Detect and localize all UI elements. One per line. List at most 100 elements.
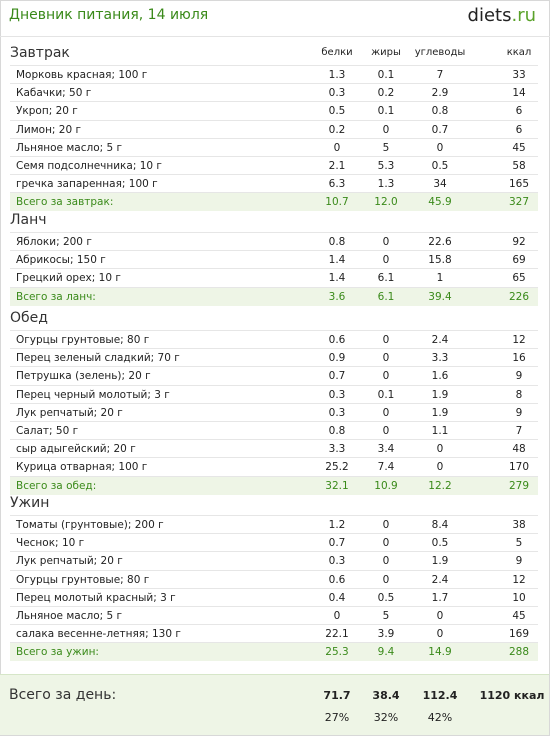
food-kcal: 9 [515,555,523,568]
food-row[interactable]: салака весенне-летняя; 130 г 22.1 3.9 0 169 [10,624,538,643]
food-fat: 0 [382,425,390,437]
food-kcal: 6 [515,105,523,118]
food-fat: 3.9 [377,628,395,641]
food-protein: 0.8 [328,236,346,248]
food-name: Укроп; 20 г [16,105,78,118]
food-protein: 0.5 [328,105,346,118]
meal-total-protein: 10.7 [325,196,349,209]
food-protein: 25.2 [325,461,349,474]
food-fat: 0 [382,352,390,365]
meal-total-carbs: 14.9 [428,646,452,659]
food-protein: 0.3 [328,406,346,419]
food-row[interactable]: Кабачки; 50 г 0.3 0.2 2.9 14 [10,83,538,102]
food-carbs: 2.9 [431,87,449,100]
food-row[interactable]: Перец зеленый сладкий; 70 г 0.9 0 3.3 16 [10,348,538,367]
food-name: салака весенне-летняя; 130 г [16,628,181,641]
day-carbs-percent: 42% [427,711,453,724]
food-kcal: 38 [512,519,526,531]
food-carbs: 7 [436,69,444,81]
food-row[interactable]: гречка запаренная; 100 г 6.3 1.3 34 165 [10,174,538,193]
food-kcal: 45 [512,141,526,154]
food-kcal: 45 [512,610,526,622]
food-kcal: 58 [512,160,526,172]
food-carbs: 8.4 [431,519,449,531]
food-kcal: 12 [512,573,526,586]
food-carbs: 1.9 [431,406,449,419]
food-row[interactable]: Лук репчатый; 20 г 0.3 0 1.9 9 [10,402,538,422]
food-protein: 0.3 [328,555,346,568]
meal-title: Обед [10,310,48,326]
food-kcal: 48 [512,443,526,456]
meal-total-fat: 10.9 [374,479,398,492]
meal-total-protein: 25.3 [325,646,349,659]
food-row[interactable]: Абрикосы; 150 г 1.4 0 15.8 69 [10,250,538,269]
food-row[interactable]: Льняное масло; 5 г 0 5 0 45 [10,137,538,157]
food-row[interactable]: Лук репчатый; 20 г 0.3 0 1.9 9 [10,551,538,570]
food-name: Семя подсолнечника; 10 г [16,160,162,172]
food-name: Салат; 50 г [16,425,79,437]
meal-total-row: Всего за ужин: 25.3 9.4 14.9 288 [10,642,538,662]
food-row[interactable]: Петрушка (зелень); 20 г 0.7 0 1.6 9 [10,366,538,385]
food-kcal: 16 [512,352,526,365]
meal-title: Ужин [10,495,50,511]
food-protein: 1.4 [328,272,346,285]
food-carbs: 3.3 [431,352,449,365]
day-total-box: Всего за день: 71.7 38.4 112.4 1120 ккал… [0,674,549,735]
food-fat: 0 [382,236,390,248]
food-kcal: 5 [515,537,523,550]
food-protein: 2.1 [328,160,346,172]
food-carbs: 0.5 [431,160,449,172]
food-name: Кабачки; 50 г [16,87,92,100]
food-fat: 1.3 [377,178,395,191]
food-carbs: 0 [436,628,444,641]
food-protein: 0.3 [328,87,346,100]
food-row[interactable]: Курица отварная; 100 г 25.2 7.4 0 170 [10,457,538,476]
food-kcal: 170 [508,461,530,474]
food-name: Льняное масло; 5 г [16,141,123,154]
food-protein: 0 [333,610,341,622]
food-row[interactable]: Салат; 50 г 0.8 0 1.1 7 [10,421,538,440]
food-row[interactable]: Огурцы грунтовые; 80 г 0.6 0 2.4 12 [10,330,538,349]
column-header-protein: белки [321,47,353,58]
meal-total-kcal: 327 [508,196,530,209]
food-row[interactable]: Лимон; 20 г 0.2 0 0.7 6 [10,119,538,139]
food-name: сыр адыгейский; 20 г [16,443,136,456]
page-title: Дневник питания, 14 июля [9,7,209,23]
food-fat: 0.2 [377,87,395,100]
meal-total-carbs: 12.2 [428,479,452,492]
food-row[interactable]: Грецкий орех; 10 г 1.4 6.1 1 65 [10,268,538,287]
meal-title: Завтрак [10,45,70,61]
food-protein: 0.4 [328,591,346,604]
food-row[interactable]: Перец черный молотый; 3 г 0.3 0.1 1.9 8 [10,384,538,404]
food-protein: 0.6 [328,573,346,586]
meal-total-carbs: 45.9 [428,196,452,209]
food-row[interactable]: Перец молотый красный; 3 г 0.4 0.5 1.7 10 [10,587,538,607]
food-row[interactable]: Морковь красная; 100 г 1.3 0.1 7 33 [10,65,538,84]
food-fat: 5 [382,610,390,622]
food-row[interactable]: Яблоки; 200 г 0.8 0 22.6 92 [10,232,538,251]
food-carbs: 0.8 [431,105,449,118]
food-kcal: 33 [512,69,526,81]
site-logo[interactable]: diets.ru [468,5,536,26]
food-row[interactable]: Семя подсолнечника; 10 г 2.1 5.3 0.5 58 [10,156,538,175]
food-row[interactable]: Огурцы грунтовые; 80 г 0.6 0 2.4 12 [10,569,538,589]
column-header-kcal: ккал [506,47,532,58]
food-name: Грецкий орех; 10 г [16,272,121,285]
logo-main: diets [467,5,512,26]
food-row[interactable]: Томаты (грунтовые); 200 г 1.2 0 8.4 38 [10,515,538,534]
food-row[interactable]: Чеснок; 10 г 0.7 0 0.5 5 [10,533,538,552]
day-total-kcal: 1120 ккал [479,689,545,702]
food-name: Лук репчатый; 20 г [16,406,123,419]
food-carbs: 0 [436,443,444,456]
day-protein-percent: 27% [324,711,350,724]
food-protein: 22.1 [325,628,349,641]
food-name: Петрушка (зелень); 20 г [16,370,151,383]
food-protein: 1.4 [328,254,346,267]
food-carbs: 1.6 [431,370,449,383]
food-row[interactable]: Льняное масло; 5 г 0 5 0 45 [10,606,538,625]
food-row[interactable]: Укроп; 20 г 0.5 0.1 0.8 6 [10,101,538,120]
food-carbs: 1.9 [431,555,449,568]
food-row[interactable]: сыр адыгейский; 20 г 3.3 3.4 0 48 [10,439,538,458]
meal-title: Ланч [10,212,47,228]
food-fat: 0 [382,123,390,136]
